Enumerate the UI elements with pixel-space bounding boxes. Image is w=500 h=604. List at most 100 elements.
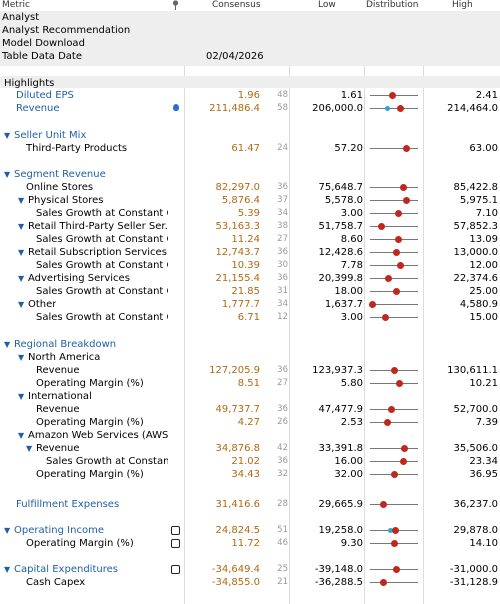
consensus-marker xyxy=(400,184,408,191)
estimate-count: 36 xyxy=(277,365,288,375)
estimate-count: 34 xyxy=(277,299,288,309)
metric-label: Fulfillment Expenses xyxy=(16,499,120,510)
table-row[interactable]: ▼ Amazon Web Services (AWS) xyxy=(0,429,500,442)
high-value: 13.09 xyxy=(469,234,498,245)
consensus-marker xyxy=(379,501,387,508)
distribution-bar xyxy=(368,524,420,537)
table-row[interactable]: Online Stores 82,297.0 36 75,648.7 85,422.8 xyxy=(0,181,500,194)
consensus-marker xyxy=(393,249,401,256)
table-row[interactable]: Sales Growth at Constant C... 5.39 34 3.00 7… xyxy=(0,207,500,220)
table-row[interactable]: Operating Margin (%) 34.43 32 32.00 36.95 xyxy=(0,468,500,481)
low-value: 20,399.8 xyxy=(318,273,363,284)
range-line xyxy=(370,213,418,214)
table-row[interactable]: Cash Capex -34,855.0 21 -36,288.5 -31,128.9 xyxy=(0,576,500,589)
header-distribution[interactable]: Distribution xyxy=(366,0,419,10)
metric-label: Segment Revenue xyxy=(14,169,106,180)
collapse-arrow-icon[interactable]: ▼ xyxy=(18,392,25,401)
table-row[interactable]: ▼ North America xyxy=(0,351,500,364)
table-row[interactable]: Sales Growth at Constant... 21.02 36 16.00 2… xyxy=(0,455,500,468)
report-icon[interactable] xyxy=(171,565,180,574)
report-icon[interactable] xyxy=(171,539,180,548)
collapse-arrow-icon[interactable]: ▼ xyxy=(18,353,25,362)
report-icon[interactable] xyxy=(171,526,180,535)
consensus-marker xyxy=(393,566,401,573)
section-row[interactable]: ▼ Operating Income 24,824.5 51 19,258.0 29,87… xyxy=(0,524,500,537)
estimate-count: 34 xyxy=(277,208,288,218)
estimate-count: 36 xyxy=(277,182,288,192)
high-value: 36.95 xyxy=(469,469,498,480)
table-row[interactable]: Sales Growth at Constant C... 11.24 27 8.60… xyxy=(0,233,500,246)
collapse-arrow-icon[interactable]: ▼ xyxy=(4,340,11,349)
collapse-arrow-icon[interactable]: ▼ xyxy=(26,444,33,453)
collapse-arrow-icon[interactable]: ▼ xyxy=(18,300,25,309)
section-row[interactable]: ▼ Seller Unit Mix xyxy=(0,129,500,142)
section-row[interactable]: ▼ Segment Revenue xyxy=(0,168,500,181)
section-row[interactable]: Revenue 211,486.4 58 206,000.0 214,464.0 xyxy=(0,102,500,115)
table-row[interactable]: ▼ Retail Subscription Services 12,743.7 36 1… xyxy=(0,246,500,259)
high-value: 12.00 xyxy=(469,260,498,271)
estimate-count: 30 xyxy=(277,260,288,270)
distribution-bar xyxy=(368,403,420,416)
collapse-arrow-icon[interactable]: ▼ xyxy=(4,170,11,179)
table-row[interactable]: Operating Margin (%) 11.72 46 9.30 14.10 xyxy=(0,537,500,550)
low-value: 7.78 xyxy=(340,260,363,271)
consensus-marker xyxy=(378,223,386,230)
consensus-value: 11.72 xyxy=(231,538,260,549)
info-row[interactable]: Analyst Recommendation xyxy=(0,24,500,37)
estimate-count: 21 xyxy=(277,577,288,587)
table-row[interactable]: Third-Party Products 61.47 24 57.20 63.00 xyxy=(0,142,500,155)
table-row[interactable]: ▼ International xyxy=(0,390,500,403)
table-row[interactable]: ▼ Retail Third-Party Seller Ser... 53,163.… xyxy=(0,220,500,233)
high-value: 15.00 xyxy=(469,312,498,323)
table-row[interactable]: ▼ Advertising Services 21,155.4 36 20,399.8 2… xyxy=(0,272,500,285)
distribution-bar xyxy=(368,233,420,246)
collapse-arrow-icon[interactable]: ▼ xyxy=(18,274,25,283)
collapse-arrow-icon[interactable]: ▼ xyxy=(18,248,25,257)
table-row[interactable]: ▼ Physical Stores 5,876.4 37 5,578.0 5,975.1 xyxy=(0,194,500,207)
collapse-arrow-icon[interactable]: ▼ xyxy=(18,431,25,440)
table-row[interactable]: Highlights xyxy=(0,77,500,90)
header-consensus[interactable]: Consensus xyxy=(212,0,261,10)
metric-label: Capital Expenditures xyxy=(14,564,118,575)
metric-label: Other xyxy=(28,299,57,310)
metric-label: Revenue xyxy=(36,404,80,415)
estimate-count: 28 xyxy=(277,499,288,509)
collapse-arrow-icon[interactable]: ▼ xyxy=(4,565,11,574)
header-high[interactable]: High xyxy=(452,0,473,10)
consensus-marker xyxy=(402,145,410,152)
lightbulb-icon[interactable] xyxy=(173,104,179,111)
table-row[interactable]: Revenue 49,737.7 36 47,477.9 52,700.0 xyxy=(0,403,500,416)
metric-label: Seller Unit Mix xyxy=(14,130,87,141)
collapse-arrow-icon[interactable]: ▼ xyxy=(18,196,25,205)
section-row[interactable]: Diluted EPS 1.96 48 1.61 2.41 xyxy=(0,89,500,102)
table-row[interactable]: Revenue 127,205.9 36 123,937.3 130,611.1 xyxy=(0,364,500,377)
header-metric[interactable]: Metric xyxy=(2,0,30,10)
section-row[interactable]: Fulfillment Expenses 31,416.6 28 29,665.9 36… xyxy=(0,498,500,511)
metric-label: Operating Margin (%) xyxy=(36,378,144,389)
low-value: 18.00 xyxy=(334,286,363,297)
collapse-arrow-icon[interactable]: ▼ xyxy=(18,222,25,231)
collapse-arrow-icon[interactable]: ▼ xyxy=(4,131,11,140)
metric-label: Amazon Web Services (AWS) xyxy=(28,430,168,441)
header-low[interactable]: Low xyxy=(318,0,336,10)
metric-label: Physical Stores xyxy=(28,195,104,206)
estimate-count: 12 xyxy=(277,312,288,322)
table-row[interactable]: ▼ Other 1,777.7 34 1,637.7 4,580.9 xyxy=(0,298,500,311)
section-row[interactable]: ▼ Capital Expenditures -34,649.4 25 -39,148.… xyxy=(0,563,500,576)
pin-icon[interactable] xyxy=(172,0,179,10)
table-row[interactable]: Operating Margin (%) 4.27 26 2.53 7.39 xyxy=(0,416,500,429)
info-row[interactable]: Model Download xyxy=(0,37,500,50)
section-row[interactable]: ▼ Regional Breakdown xyxy=(0,338,500,351)
consensus-value: 21.85 xyxy=(231,286,260,297)
table-row[interactable]: ▼ Revenue 34,876.8 42 33,391.8 35,506.0 xyxy=(0,442,500,455)
consensus-marker xyxy=(395,236,403,243)
table-row[interactable]: Sales Growth at Constant C... 10.39 30 7.78… xyxy=(0,259,500,272)
distribution-bar xyxy=(368,416,420,429)
consensus-value: 10.39 xyxy=(231,260,260,271)
table-row[interactable]: Operating Margin (%) 8.51 27 5.80 10.21 xyxy=(0,377,500,390)
table-row[interactable]: Sales Growth at Constant C... 6.71 12 3.00 1… xyxy=(0,311,500,324)
consensus-value: 4.27 xyxy=(237,417,260,428)
table-row[interactable]: Sales Growth at Constant C... 21.85 31 18.0… xyxy=(0,285,500,298)
collapse-arrow-icon[interactable]: ▼ xyxy=(4,526,11,535)
high-value: 10.21 xyxy=(469,378,498,389)
